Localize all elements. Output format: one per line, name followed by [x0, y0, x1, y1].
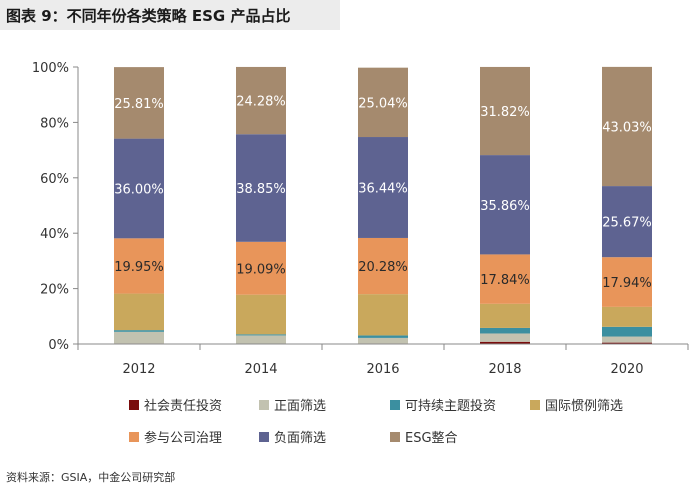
bar-segment	[602, 326, 652, 337]
bar-segment	[236, 241, 286, 295]
bar-segment	[480, 66, 530, 156]
data-label: 36.44%	[358, 181, 408, 196]
bar-segment	[236, 294, 286, 335]
data-label: 36.00%	[114, 182, 164, 197]
data-label: 25.81%	[114, 97, 164, 112]
bar-segment	[480, 341, 530, 344]
bar-segment	[114, 293, 164, 331]
data-label: 25.67%	[602, 216, 652, 231]
data-label: 17.94%	[602, 276, 652, 291]
bar-segment	[236, 134, 286, 242]
chart-title: 图表 9：不同年份各类策略 ESG 产品占比	[6, 7, 291, 25]
data-labels-group: 19.95% 36.00% 25.81% 19.09% 38.85% 24.28% 20.2…	[114, 95, 652, 291]
y-tick-label: 100%	[32, 61, 69, 76]
x-tick-label: 2018	[488, 362, 521, 377]
legend-label: 社会责任投资	[144, 398, 222, 414]
bar-segment	[602, 342, 652, 344]
bar-segment	[358, 67, 408, 138]
bar-segment	[480, 327, 530, 334]
legend-label: 国际惯例筛选	[545, 398, 623, 414]
bar-segment	[358, 337, 408, 344]
bar-segment	[114, 238, 164, 294]
axes-group: 0% 20% 40% 60% 80% 100% 2012 2014 2016 2018 2020	[32, 61, 689, 377]
bar-segment	[480, 155, 530, 255]
legend-label: 负面筛选	[274, 431, 326, 446]
legend-label: 可持续主题投资	[405, 398, 496, 414]
x-tick-label: 2020	[610, 362, 643, 377]
legend-swatch	[390, 432, 400, 442]
bar-segment	[358, 137, 408, 238]
y-tick-label: 0%	[48, 338, 69, 353]
bar-segment	[480, 333, 530, 342]
bar-segment	[114, 138, 164, 239]
legend-swatch	[259, 432, 269, 442]
x-tick-label: 2016	[366, 362, 399, 377]
bar-segment	[236, 66, 286, 135]
legend-label: 正面筛选	[274, 399, 326, 414]
y-tick-label: 80%	[40, 116, 69, 131]
x-tick-label: 2012	[122, 362, 155, 377]
bars-group	[114, 66, 652, 344]
data-label: 20.28%	[358, 260, 408, 275]
bar-segment	[602, 186, 652, 258]
bar-segment	[602, 336, 652, 343]
bar-segment	[114, 330, 164, 332]
bar-segment	[236, 335, 286, 344]
y-tick-label: 20%	[40, 283, 69, 298]
bar-segment	[358, 294, 408, 336]
bar-segment	[480, 303, 530, 328]
x-tick-label: 2014	[244, 362, 277, 377]
y-tick-label: 40%	[40, 227, 69, 242]
data-label: 31.82%	[480, 105, 530, 120]
bar-segment	[114, 331, 164, 344]
source-note: 资料来源：GSIA，中金公司研究部	[6, 471, 176, 484]
bar-segment	[602, 257, 652, 307]
bar-segment	[602, 306, 652, 327]
bar-segment	[236, 334, 286, 336]
legend-swatch	[530, 400, 540, 410]
legend-swatch	[129, 432, 139, 442]
legend-label: 参与公司治理	[144, 430, 222, 446]
bar-segment	[114, 67, 164, 139]
legend-label: ESG整合	[405, 431, 458, 446]
data-label: 35.86%	[480, 199, 530, 214]
data-label: 24.28%	[236, 95, 286, 110]
bar-segment	[480, 254, 530, 304]
bar-segment	[602, 66, 652, 187]
data-label: 17.84%	[480, 273, 530, 288]
data-label: 19.95%	[114, 260, 164, 275]
bar-segment	[358, 237, 408, 295]
legend-swatch	[390, 400, 400, 410]
data-label: 43.03%	[602, 120, 652, 135]
data-label: 25.04%	[358, 96, 408, 111]
legend-swatch	[259, 400, 269, 410]
title-bar	[0, 0, 340, 30]
data-label: 38.85%	[236, 182, 286, 197]
y-tick-label: 60%	[40, 172, 69, 187]
legend-swatch	[129, 400, 139, 410]
bar-segment	[358, 335, 408, 338]
data-label: 19.09%	[236, 262, 286, 277]
